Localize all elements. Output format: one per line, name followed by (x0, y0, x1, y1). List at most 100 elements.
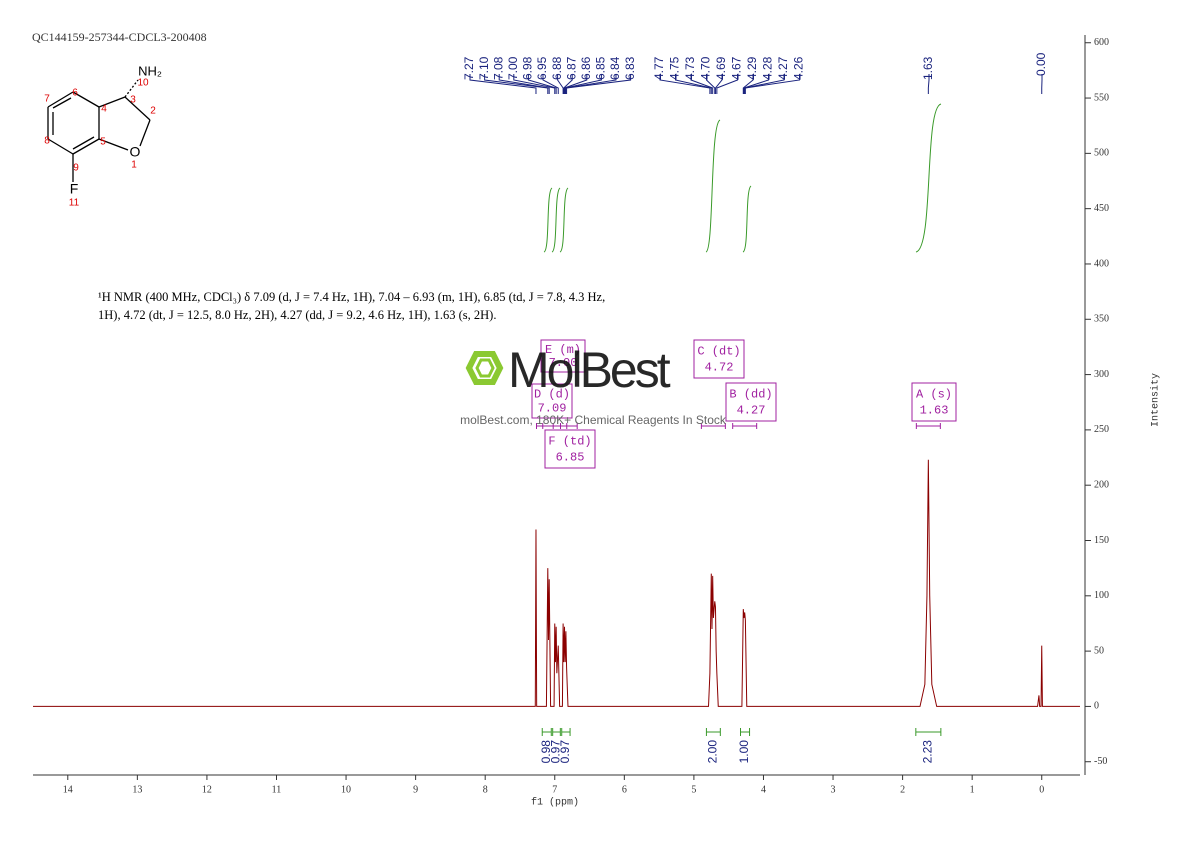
integral-bracket (552, 728, 561, 736)
multiplet-shift: 4.72 (705, 361, 734, 375)
molecule (47, 79, 151, 182)
peak-label: 6.88 (550, 56, 564, 80)
peak-connector (714, 74, 723, 94)
watermark-brand: MolBest (508, 342, 671, 398)
peak-label: 7.27 (462, 56, 476, 80)
y-tick-label: 200 (1094, 479, 1109, 490)
peak-label: 6.84 (608, 56, 622, 80)
peak-label: 6.86 (579, 56, 593, 80)
x-tick-label: 8 (483, 784, 488, 795)
peak-connector (566, 74, 632, 94)
integral-label: 1.00 (737, 740, 751, 764)
peak-label: 7.00 (506, 56, 520, 80)
peak-connector (675, 74, 712, 94)
peak-connector (659, 74, 711, 94)
multiplet-name: E (m) (545, 343, 581, 357)
peak-connector (542, 74, 559, 94)
multiplet-shift: 7.09 (538, 402, 567, 416)
peak-label: 6.87 (564, 56, 578, 80)
peak-connector (498, 74, 550, 94)
y-tick-label: 600 (1094, 37, 1109, 48)
integral-label: 2.00 (706, 740, 720, 764)
peak-connector (527, 74, 557, 94)
atom-label: O (130, 144, 141, 160)
multiplet-name: D (d) (534, 387, 570, 401)
peak-label: 6.98 (521, 56, 535, 80)
multiplet-name: B (dd) (729, 388, 772, 402)
peak-connector (484, 74, 549, 94)
peak-label: 7.08 (491, 56, 505, 80)
y-tick-label: 500 (1094, 148, 1109, 159)
integral-label: 0.97 (549, 740, 563, 764)
peak-label: 4.70 (699, 56, 713, 80)
multiplet-bracket (915, 423, 941, 429)
x-tick-label: 14 (63, 784, 73, 795)
peak-label: 6.95 (535, 56, 549, 80)
peak-label: 4.27 (776, 56, 790, 80)
atom-label: 8 (44, 136, 50, 147)
nmr-description: 1H), 4.72 (dt, J = 12.5, 8.0 Hz, 2H), 4.… (98, 308, 496, 322)
atom-label: 9 (73, 163, 79, 174)
peak-connector (565, 74, 617, 94)
x-tick-label: 2 (900, 784, 905, 795)
y-tick-label: 350 (1094, 314, 1109, 325)
atom-label: 1 (131, 160, 137, 171)
y-tick-label: 550 (1094, 92, 1109, 103)
integral-curves (543, 103, 942, 253)
x-axis-label: f1 (ppm) (531, 797, 579, 809)
multiplet-shift: 7.00 (549, 356, 578, 370)
peak-label: 4.28 (761, 56, 775, 80)
y-tick-label: 0 (1094, 701, 1099, 712)
multiplet-bracket (732, 423, 758, 429)
peak-connector (563, 74, 573, 94)
peak-label: 4.69 (714, 56, 728, 80)
integral-label: 0.97 (558, 740, 572, 764)
y-tick-label: 450 (1094, 203, 1109, 214)
y-tick-label: 300 (1094, 369, 1109, 380)
y-tick-label: 50 (1094, 645, 1104, 656)
integral-bracket (561, 728, 571, 736)
atom-label: 10 (137, 78, 149, 89)
integral-label: 0.98 (539, 740, 553, 764)
x-tick-label: 12 (202, 784, 212, 795)
watermark-logo (465, 351, 504, 385)
atom-label: 11 (69, 198, 80, 209)
multiplet-box (531, 383, 573, 419)
multiplet-shift: 4.27 (737, 404, 766, 418)
integral-label: 2.23 (921, 740, 935, 764)
atom-label: 2 (150, 106, 156, 117)
peak-connector (716, 74, 738, 94)
peak-connector (469, 74, 537, 94)
peak-label: 4.26 (792, 56, 806, 80)
multiplet-shift: 1.63 (920, 404, 949, 418)
y-tick-label: 250 (1094, 424, 1109, 435)
peak-label: 1.63 (921, 56, 935, 80)
integral-bracket (541, 728, 552, 736)
atom-label: F (70, 181, 79, 197)
y-tick-label: 400 (1094, 258, 1109, 269)
peak-label: 4.29 (745, 56, 759, 80)
atom-label: 6 (72, 88, 78, 99)
multiplet-shift: 6.85 (556, 451, 585, 465)
x-tick-label: 5 (691, 784, 696, 795)
multiplet-name: C (dt) (697, 345, 740, 359)
peak-connector (564, 74, 588, 94)
peak-label: 4.75 (668, 56, 682, 80)
integral-bracket (915, 728, 942, 736)
nmr-description: ¹H NMR (400 MHz, CDCl₃) δ 7.09 (d, J = 7… (98, 290, 605, 304)
peak-label: 4.67 (730, 56, 744, 80)
y-tick-label: 150 (1094, 535, 1109, 546)
multiplet-box (725, 382, 777, 422)
peak-label: 7.10 (477, 56, 491, 80)
peak-connector (927, 74, 930, 94)
multiplet-box (911, 382, 957, 422)
x-tick-label: 4 (761, 784, 766, 795)
multiplet-name: A (s) (916, 388, 952, 402)
x-tick-label: 10 (341, 784, 351, 795)
atom-label: 3 (130, 95, 136, 106)
y-axis-label: Intensity (1150, 373, 1162, 427)
multiplet-bracket (552, 423, 578, 429)
multiplet-box (693, 339, 745, 379)
peak-connector (744, 74, 785, 94)
